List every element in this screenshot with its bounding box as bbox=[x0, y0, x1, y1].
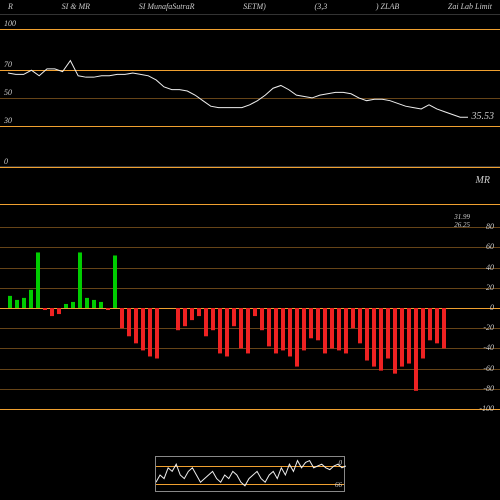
header-item: R bbox=[8, 2, 13, 12]
header-row: R SI & MR SI MunafaSutraR SETM) (3,3 ) Z… bbox=[0, 0, 500, 14]
header-item: ) ZLAB bbox=[376, 2, 399, 12]
rsi-end-value: 35.53 bbox=[472, 111, 495, 122]
header-item: SETM) bbox=[243, 2, 266, 12]
header-item: Zai Lab Limit bbox=[448, 2, 492, 12]
header-item: (3,3 bbox=[315, 2, 328, 12]
mr-panel: MR806040200-20-40-60-80-10031.9926.25 bbox=[0, 166, 500, 408]
rsi-panel: 100705030035.53 bbox=[0, 14, 500, 166]
mini-panel: 066 bbox=[155, 456, 345, 492]
header-item: SI MunafaSutraR bbox=[139, 2, 195, 12]
header-item: SI & MR bbox=[62, 2, 90, 12]
